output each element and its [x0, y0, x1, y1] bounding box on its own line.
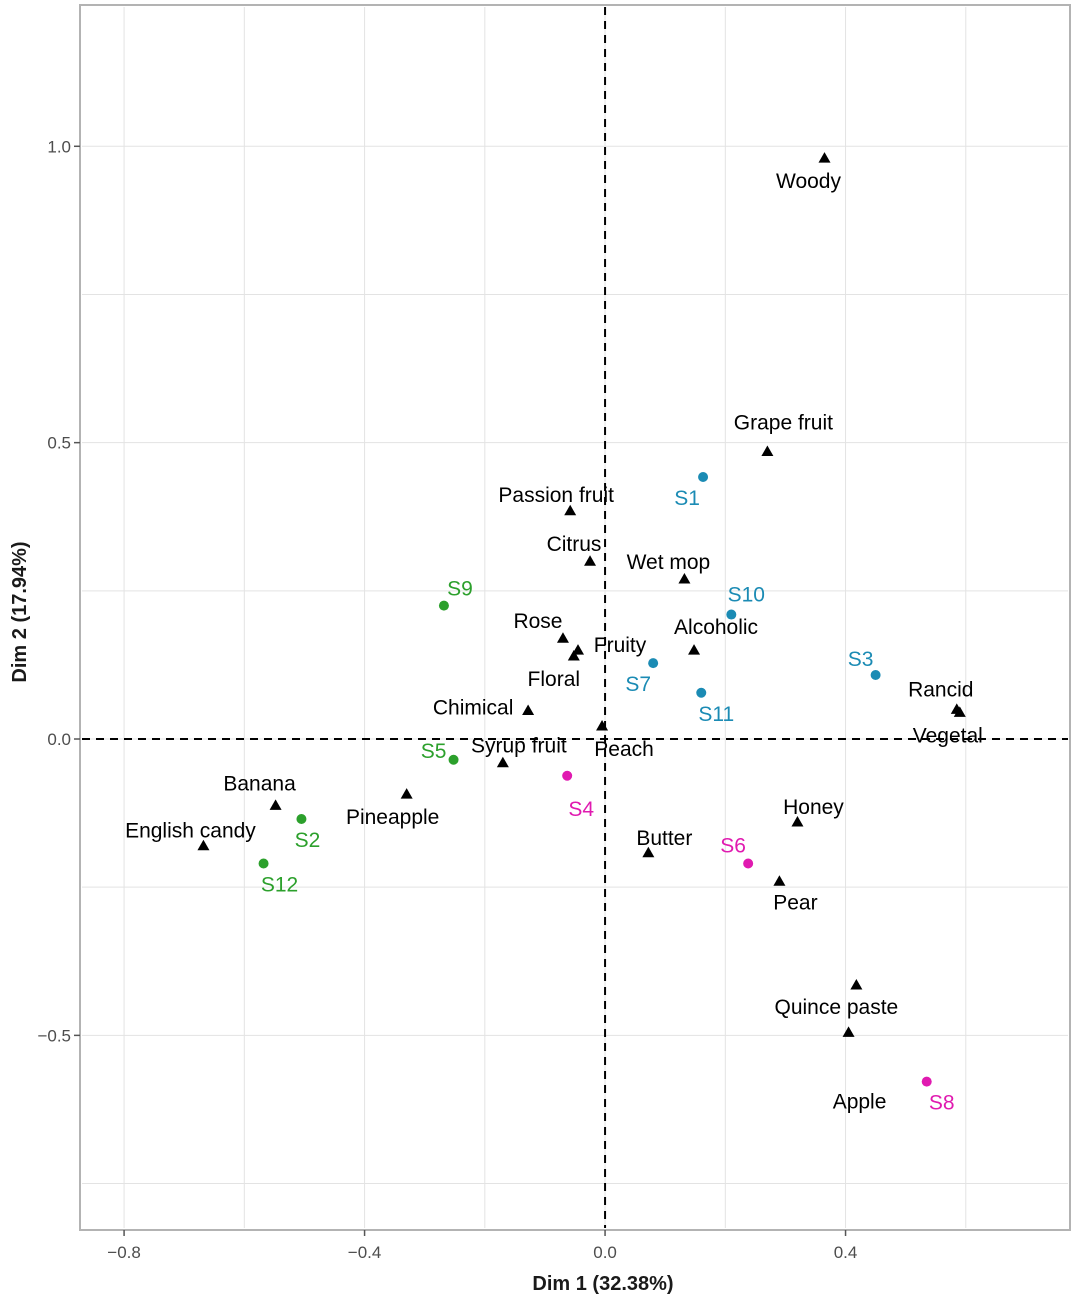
sample-point-s9 — [438, 600, 449, 611]
sample-label-s6: S6 — [720, 834, 746, 857]
sample-point-s7 — [648, 658, 659, 669]
sample-point-s5 — [448, 754, 459, 765]
attribute-label-english-candy: English candy — [125, 820, 256, 843]
y-tick-label: 0.0 — [47, 730, 71, 749]
x-axis-ticks: −0.8 −0.4 0.0 0.4 — [107, 1230, 857, 1262]
y-tick-label: −0.5 — [37, 1026, 71, 1045]
attribute-label-chimical: Chimical — [433, 697, 514, 720]
attribute-point-honey — [791, 815, 804, 827]
attribute-label-banana: Banana — [223, 772, 296, 795]
sample-label-s2: S2 — [295, 829, 321, 852]
attribute-point-apple — [842, 1026, 855, 1037]
sample-label-s9: S9 — [447, 578, 473, 601]
attribute-label-vegetal: Vegetal — [913, 724, 983, 747]
attribute-label-syrup-fruit: Syrup fruit — [471, 735, 567, 758]
attribute-point-pear — [773, 875, 786, 886]
attribute-point-grape-fruit — [761, 445, 774, 457]
sample-point-s2 — [296, 814, 307, 825]
attribute-point-english-candy — [197, 839, 210, 851]
attribute-label-pear: Pear — [773, 891, 817, 914]
attribute-point-floral — [567, 650, 580, 661]
y-tick-label: 0.5 — [47, 434, 71, 453]
attribute-point-chimical — [522, 704, 535, 716]
attribute-point-syrup-fruit — [496, 756, 509, 768]
sample-label-s7: S7 — [625, 673, 651, 696]
attribute-label-butter: Butter — [636, 827, 692, 850]
sample-label-s12: S12 — [261, 873, 298, 896]
attribute-label-apple: Apple — [833, 1090, 887, 1113]
sample-point-s1 — [698, 472, 709, 483]
attribute-point-butter — [642, 846, 655, 858]
attribute-label-woody: Woody — [776, 170, 841, 193]
data-marks: Woody Grape fruit Passion fruit Citrus Wet m… — [125, 152, 983, 1115]
reference-lines — [82, 7, 1068, 1228]
attribute-label-floral: Floral — [528, 668, 581, 691]
sample-point-s6 — [743, 858, 754, 869]
y-axis-title: Dim 2 (17.94%) — [9, 541, 31, 682]
attribute-label-pineapple: Pineapple — [346, 806, 439, 829]
attribute-label-alcoholic: Alcoholic — [674, 616, 758, 639]
sample-point-s10 — [726, 609, 737, 620]
attribute-point-pineapple — [400, 788, 413, 799]
sample-label-s5: S5 — [421, 740, 447, 763]
attribute-point-fruity — [572, 644, 585, 655]
attribute-label-citrus: Citrus — [547, 533, 602, 556]
attribute-point-rose — [556, 632, 569, 643]
attribute-label-rancid: Rancid — [908, 678, 973, 701]
sample-point-s8 — [921, 1076, 932, 1087]
sample-label-s10: S10 — [728, 584, 765, 607]
grid-lines — [82, 7, 1068, 1228]
sample-label-s1: S1 — [674, 487, 700, 510]
attribute-label-passion-fruit: Passion fruit — [498, 484, 614, 507]
attribute-label-grape-fruit: Grape fruit — [734, 412, 833, 435]
attribute-point-woody — [818, 152, 831, 163]
x-tick-label: −0.8 — [107, 1243, 141, 1262]
y-axis-ticks: −0.5 0.0 0.5 1.0 — [37, 137, 80, 1045]
attribute-point-peach — [596, 719, 609, 731]
sample-label-s3: S3 — [848, 648, 874, 671]
attribute-label-rose: Rose — [513, 610, 562, 633]
x-tick-label: 0.4 — [834, 1243, 858, 1262]
attribute-point-quince-paste — [850, 978, 863, 990]
attribute-point-passion-fruit — [564, 504, 577, 516]
attribute-point-wet-mop — [678, 572, 691, 584]
attribute-point-citrus — [584, 555, 597, 566]
attribute-label-honey: Honey — [783, 796, 844, 819]
sample-label-s4: S4 — [568, 798, 594, 821]
attribute-label-peach: Peach — [594, 738, 654, 761]
sample-point-s11 — [696, 687, 707, 698]
y-tick-label: 1.0 — [47, 137, 71, 156]
x-tick-label: −0.4 — [348, 1243, 382, 1262]
attribute-point-alcoholic — [688, 644, 701, 655]
x-axis-title: Dim 1 (32.38%) — [532, 1273, 673, 1295]
attribute-label-wet-mop: Wet mop — [627, 551, 711, 574]
sample-point-s4 — [562, 770, 573, 781]
x-tick-label: 0.0 — [593, 1243, 617, 1262]
sample-point-s3 — [870, 669, 881, 680]
sample-label-s11: S11 — [698, 703, 734, 726]
attribute-point-vegetal — [953, 706, 966, 717]
plot-background — [79, 4, 1071, 1231]
sample-point-s12 — [258, 858, 269, 869]
sample-label-s8: S8 — [929, 1092, 955, 1115]
attribute-point-banana — [269, 799, 282, 810]
attribute-label-fruity: Fruity — [594, 634, 647, 657]
attribute-label-quince-paste: Quince paste — [774, 996, 898, 1019]
